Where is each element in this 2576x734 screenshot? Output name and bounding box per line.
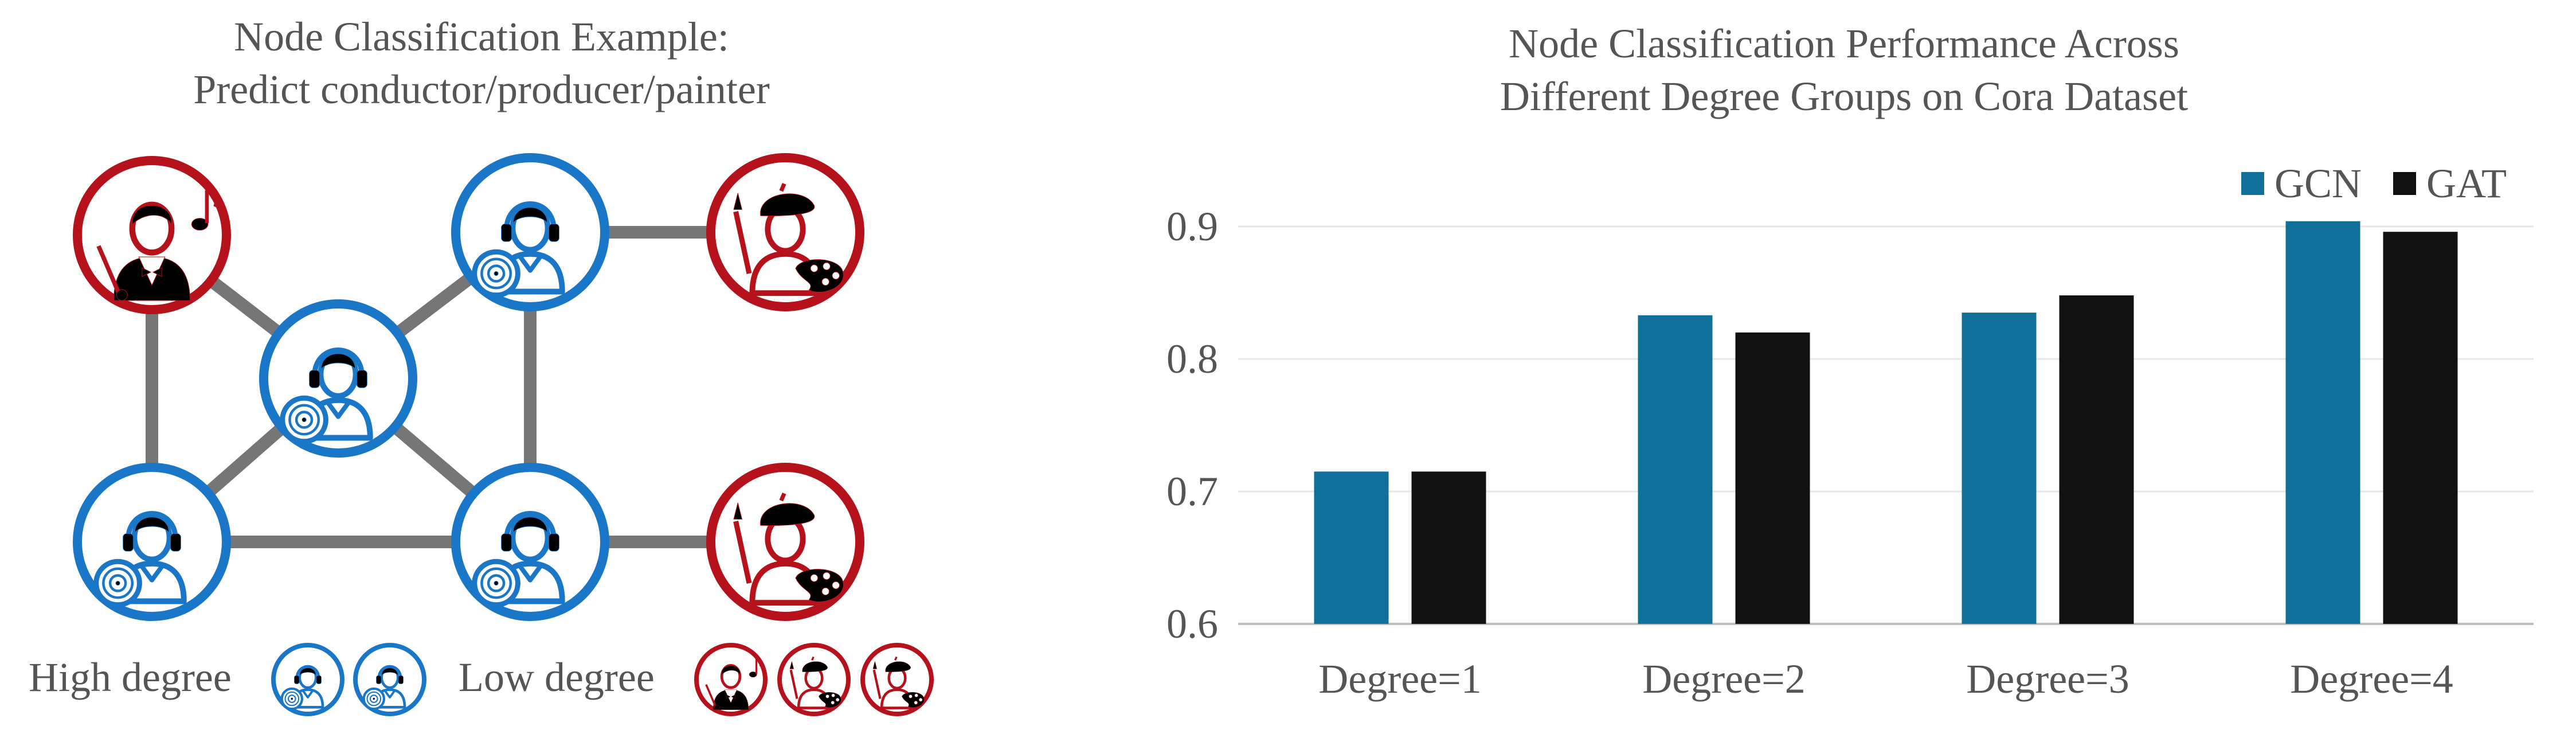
low-degree-label: Low degree (459, 654, 655, 700)
diagram-canvas: Node Classification Example: Predict con… (29, 14, 934, 716)
legend-label-gcn: GCN (2274, 161, 2362, 206)
y-tick-label: 0.7 (1166, 468, 1218, 514)
bar-gcn-3 (1962, 313, 2037, 624)
legend-low-node (694, 643, 768, 716)
bar-gcn-4 (2285, 221, 2360, 624)
diagram-title-line1: Node Classification Example: (234, 14, 729, 60)
graph-node-conductor (73, 156, 231, 314)
x-tick-label: Degree=2 (1642, 656, 1805, 702)
bar-gat-2 (1735, 332, 1810, 624)
bar-chart: Node Classification Performance Across D… (974, 0, 2576, 731)
legend-low-node (777, 643, 851, 716)
bar-gcn-2 (1638, 315, 1713, 624)
y-tick-label: 0.9 (1166, 204, 1218, 249)
node-classification-diagram: Node Classification Example: Predict con… (0, 0, 974, 731)
legend-low-node (860, 643, 934, 716)
bar-gcn-1 (1314, 471, 1389, 624)
degree-legend: High degree Low degree (29, 643, 934, 716)
chart-title-line1: Node Classification Performance Across (1509, 21, 2179, 67)
graph-node-painter (706, 463, 864, 621)
graph-node-producer (451, 153, 609, 311)
bar-gat-3 (2059, 295, 2134, 624)
chart-title-line2: Different Degree Groups on Cora Dataset (1500, 73, 2188, 119)
legend-high-node (353, 643, 426, 716)
legend-label-gat: GAT (2426, 161, 2507, 206)
y-axis-tick-labels: 0.6 0.7 0.8 0.9 (1166, 204, 1218, 647)
x-tick-label: Degree=4 (2290, 656, 2453, 702)
x-tick-label: Degree=1 (1318, 656, 1481, 702)
chart-bars (1314, 221, 2458, 624)
chart-canvas: Node Classification Performance Across D… (1166, 21, 2534, 702)
graph-node-producer (73, 463, 231, 621)
chart-legend: GCN GAT (2241, 161, 2507, 206)
bar-gat-1 (1411, 471, 1486, 624)
y-tick-label: 0.6 (1166, 601, 1218, 647)
legend-swatch-gcn (2241, 172, 2264, 195)
legend-swatch-gat (2393, 172, 2416, 195)
diagram-title-line2: Predict conductor/producer/painter (193, 67, 770, 112)
high-degree-label: High degree (29, 654, 232, 700)
graph-node-painter (706, 153, 864, 311)
legend-high-node (271, 643, 344, 716)
x-tick-label: Degree=3 (1966, 656, 2129, 702)
graph-node-producer (259, 299, 417, 458)
graph-node-producer (451, 463, 609, 621)
x-axis-tick-labels: Degree=1 Degree=2 Degree=3 Degree=4 (1318, 656, 2453, 702)
bar-gat-4 (2383, 232, 2458, 624)
y-tick-label: 0.8 (1166, 336, 1218, 382)
